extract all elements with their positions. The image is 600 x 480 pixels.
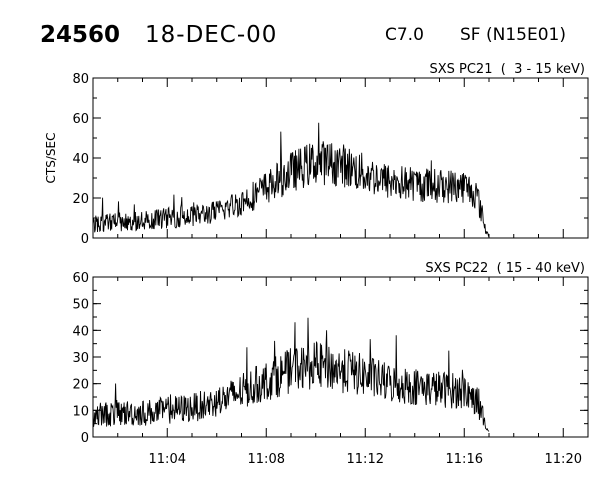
y-axis-label: CTS/SEC xyxy=(44,133,58,184)
y-tick-label: 60 xyxy=(72,271,89,286)
y-tick-label: 0 xyxy=(81,431,89,446)
x-tick-label: 11:16 xyxy=(446,452,483,467)
x-tick-label: 11:08 xyxy=(248,452,285,467)
y-tick-label: 10 xyxy=(72,404,89,419)
y-tick-label: 20 xyxy=(72,378,89,393)
panel-pc22: SXS PC22 ( 15 - 40 keV) 0 10 20 30 40 50 60 11:0… xyxy=(72,261,589,467)
series-trace-0 xyxy=(92,122,490,238)
event-id: 24560 xyxy=(40,22,120,48)
y-tick-label: 40 xyxy=(72,152,89,167)
y-tick-label: 20 xyxy=(72,192,89,207)
event-date: 18-DEC-00 xyxy=(145,22,277,48)
y-tick-label: 60 xyxy=(72,112,89,127)
flare-location: SF (N15E01) xyxy=(460,25,566,45)
plot-frame xyxy=(92,276,589,438)
y-tick-label: 80 xyxy=(72,72,89,87)
goes-class: C7.0 xyxy=(385,25,424,45)
x-tick-label: 11:20 xyxy=(545,452,582,467)
y-tick-label: 30 xyxy=(72,351,89,366)
panel-pc21: SXS PC21 ( 3 - 15 keV) 0 20 40 60 80 CTS/SEC xyxy=(44,62,589,247)
x-tick-label: 11:04 xyxy=(149,452,186,467)
series-trace-0 xyxy=(92,317,490,432)
y-tick-label: 0 xyxy=(81,232,89,247)
panel-title: SXS PC22 ( 15 - 40 keV) xyxy=(425,261,585,276)
y-tick-label: 40 xyxy=(72,324,89,339)
x-tick-label: 11:12 xyxy=(347,452,384,467)
panel-title: SXS PC21 ( 3 - 15 keV) xyxy=(429,62,585,77)
y-tick-label: 50 xyxy=(72,298,89,313)
